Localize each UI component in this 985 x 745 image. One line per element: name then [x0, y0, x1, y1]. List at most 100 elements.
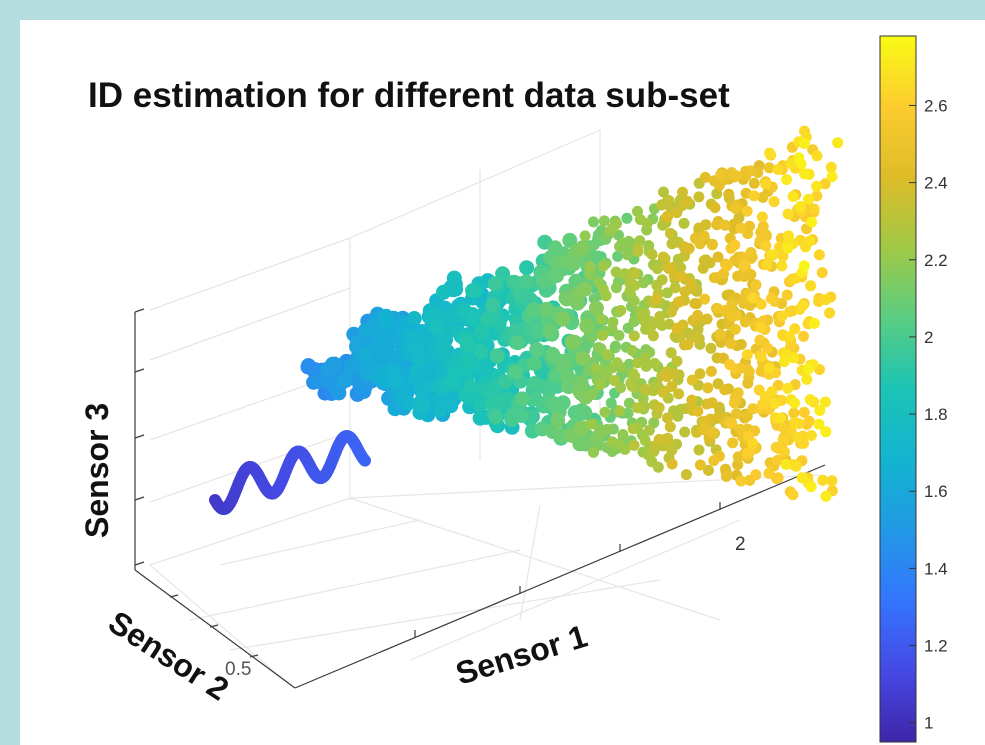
- scatter-point: [429, 319, 445, 335]
- scatter-point: [474, 324, 490, 340]
- scatter-point: [731, 309, 743, 321]
- scatter-point: [416, 397, 431, 413]
- scatter-point: [387, 401, 403, 417]
- scatter-point: [785, 157, 797, 169]
- scatter-point: [764, 147, 776, 159]
- scatter-point: [708, 272, 720, 284]
- colorbar-tick-label: 1.4: [924, 559, 948, 578]
- y-axis-line: [134, 569, 296, 689]
- scatter-point: [530, 322, 546, 338]
- scatter-point: [787, 489, 799, 501]
- scatter-point: [680, 469, 692, 481]
- scatter-point: [577, 281, 593, 297]
- scatter-point: [590, 363, 602, 375]
- scatter-point: [514, 408, 530, 423]
- scatter-point: [336, 373, 352, 389]
- scatter-point: [721, 260, 733, 272]
- scatter-point: [611, 218, 622, 230]
- grid-line: [149, 237, 351, 311]
- scatter-point: [682, 339, 694, 350]
- scatter-point: [610, 266, 622, 278]
- scatter-point: [647, 330, 659, 342]
- scatter-point: [514, 391, 530, 407]
- grid-line: [409, 519, 741, 661]
- colorbar-tick-label: 2: [924, 328, 933, 347]
- scatter-point: [760, 178, 772, 190]
- y-axis-tick: [209, 624, 219, 628]
- scatter-point: [586, 389, 598, 401]
- scatter-point: [628, 439, 640, 451]
- spiral-series: [209, 430, 371, 515]
- scatter-point: [409, 339, 424, 355]
- scatter-point: [599, 406, 611, 418]
- scatter-point: [686, 374, 698, 386]
- x-axis-label: Sensor 1: [452, 618, 592, 692]
- grid-line: [149, 497, 351, 566]
- scatter-point: [826, 171, 838, 183]
- scatter-point: [729, 323, 741, 335]
- scatter-point: [615, 305, 627, 316]
- scatter-point: [762, 342, 774, 354]
- scatter-point: [813, 418, 825, 430]
- scatter-point: [584, 261, 596, 273]
- scatter-point: [693, 222, 705, 234]
- scatter-point: [657, 386, 669, 398]
- scatter-point: [769, 398, 781, 409]
- grid-line: [149, 564, 291, 686]
- scatter-point: [491, 315, 507, 331]
- scatter-point: [386, 364, 402, 380]
- grid-line: [519, 504, 541, 621]
- scatter-point: [601, 423, 613, 435]
- scatter-point: [735, 475, 747, 487]
- scatter-point: [371, 341, 387, 357]
- scatter-point: [782, 208, 794, 220]
- scatter-point: [579, 230, 591, 242]
- scatter-point: [724, 359, 736, 371]
- x-axis-line: [294, 464, 826, 689]
- scatter-point: [748, 190, 760, 202]
- scatter-point: [634, 235, 646, 247]
- scatter-point: [664, 227, 676, 239]
- scatter-point: [783, 230, 794, 242]
- scatter-point: [702, 382, 714, 394]
- scatter-point: [803, 415, 815, 427]
- scatter-point: [706, 397, 718, 409]
- scatter-point: [763, 467, 775, 479]
- scatter-point: [547, 240, 563, 256]
- scatter-point: [798, 406, 810, 418]
- scatter-point: [729, 392, 741, 404]
- scatter-point: [549, 268, 564, 284]
- scatter-point: [693, 444, 705, 456]
- scatter-point: [588, 300, 604, 316]
- scatter-point: [692, 309, 704, 321]
- scatter-point: [429, 307, 445, 322]
- scatter-point: [741, 205, 753, 217]
- scatter-point: [757, 191, 769, 203]
- scatter-point: [485, 385, 501, 401]
- scatter-point: [777, 250, 789, 262]
- scatter-point: [622, 407, 634, 419]
- scatter-point: [466, 311, 482, 327]
- scatter-point: [778, 356, 790, 368]
- scatter-point: [756, 211, 768, 223]
- scatter-point: [595, 379, 606, 390]
- scatter-point: [787, 191, 799, 202]
- scatter-point: [750, 279, 762, 291]
- scatter-point: [747, 437, 759, 449]
- scatter-point: [643, 424, 655, 436]
- scatter-point: [664, 421, 676, 433]
- scatter-point: [519, 260, 535, 276]
- scatter-point: [473, 344, 489, 360]
- scatter-point: [671, 355, 683, 367]
- scatter-point: [661, 371, 673, 383]
- scatter-point: [607, 316, 619, 328]
- scatter-point: [719, 384, 731, 396]
- scatter-point: [820, 490, 832, 502]
- scatter-point: [801, 373, 813, 385]
- scatter-point: [679, 426, 691, 438]
- scatter-point: [627, 423, 639, 435]
- scatter-point: [679, 286, 691, 298]
- scatter-point: [661, 211, 673, 223]
- scatter-point: [712, 251, 724, 263]
- scatter-point: [819, 396, 831, 408]
